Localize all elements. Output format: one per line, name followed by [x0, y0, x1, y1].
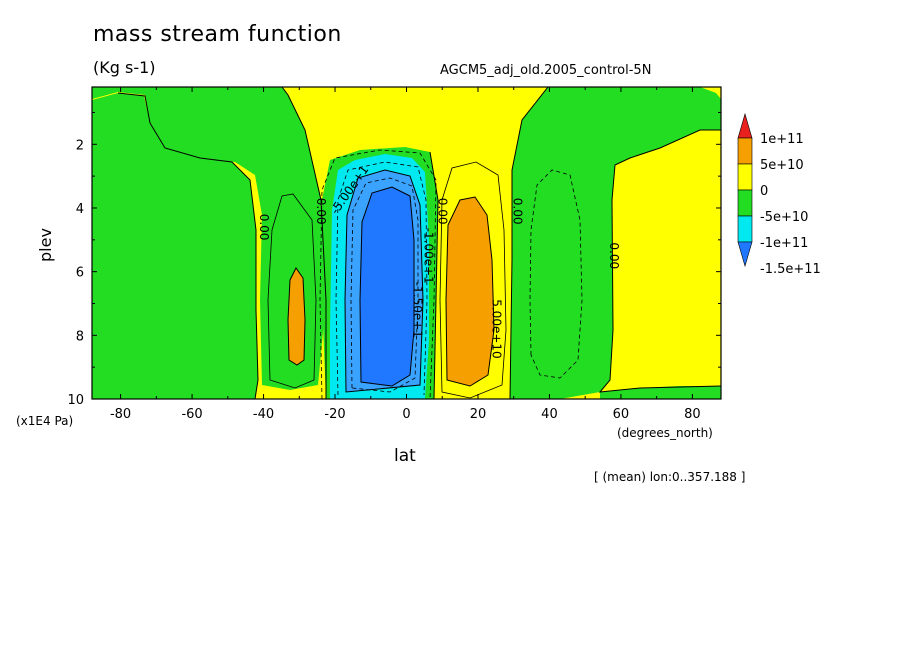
x-tick-label: 0 — [402, 407, 410, 422]
zero-contour-north-2 — [598, 129, 721, 393]
y-axis-unit: (x1E4 Pa) — [16, 414, 74, 428]
legend-swatch — [737, 163, 753, 191]
contour-label: 0.00 — [257, 214, 271, 241]
x-tick-label: 80 — [684, 407, 701, 422]
zero-contour-south — [117, 92, 259, 399]
dashed-contour-ferrel-north — [529, 169, 583, 379]
x-axis-unit: (degrees_north) — [617, 426, 713, 440]
y-tick-label: 2 — [76, 138, 84, 153]
legend-label: 5e+10 — [760, 158, 804, 173]
contour-label: 5.00e+10 — [489, 299, 503, 358]
y-tick-label: 4 — [76, 202, 84, 217]
x-tick-label: -40 — [253, 407, 274, 422]
x-tick-label: 40 — [541, 407, 558, 422]
legend-label: 0 — [760, 184, 768, 199]
positive-contour-ferrel — [267, 193, 317, 389]
dashed-contour-outer — [319, 149, 437, 399]
contour-label: 0.00 — [607, 242, 621, 269]
dataset-label: AGCM5_adj_old.2005_control-5N — [440, 63, 652, 78]
contour-pos-5e10 — [445, 196, 495, 387]
fill-positive-ferrel-south — [288, 268, 305, 365]
y-tick-label: 8 — [76, 329, 84, 344]
legend-swatch — [737, 189, 753, 217]
contour-label: 0.00 — [436, 198, 450, 225]
x-tick-label: 60 — [613, 407, 630, 422]
x-axis-label: lat — [394, 446, 416, 466]
zero-contour-center — [429, 151, 439, 399]
contour-label: -1.00e+1 — [421, 228, 435, 284]
y-tick-label: 6 — [76, 266, 84, 281]
zero-contour-north — [509, 87, 549, 399]
legend-swatch — [737, 137, 753, 165]
contour-pos-5e10-ferrel — [287, 267, 306, 366]
fill-negative-north — [510, 87, 721, 399]
x-tick-label: -80 — [110, 407, 131, 422]
legend-label: 1e+11 — [760, 132, 804, 147]
legend-swatch — [737, 241, 753, 268]
contour-neg-1-5e11 — [359, 186, 415, 387]
x-tick-label: -20 — [324, 407, 345, 422]
contour-label: -1.50e+1 — [411, 282, 425, 338]
fill-negative-south-polar — [92, 87, 326, 390]
x-tick-label: 20 — [470, 407, 487, 422]
averaging-note: [ (mean) lon:0..357.188 ] — [594, 470, 746, 484]
fill-below-neg-1-5e11 — [360, 187, 414, 386]
dashed-contour-inner-2 — [335, 161, 428, 396]
chart-title: mass stream function — [93, 22, 342, 47]
contour-label: 0.00 — [314, 198, 328, 225]
positive-contour-hadley — [439, 161, 507, 399]
zero-contour-south-2 — [281, 87, 327, 399]
fill-positive-hadley-south — [446, 197, 494, 386]
legend-label: -1.5e+11 — [760, 262, 821, 277]
contour-label: 0.00 — [511, 198, 525, 225]
y-tick-label: 10 — [67, 393, 84, 408]
dashed-contour-inner-1 — [350, 177, 419, 393]
fill-negative-south-polar-main — [92, 93, 258, 399]
legend-label: -5e+10 — [760, 210, 808, 225]
chart-units: (Kg s-1) — [93, 58, 156, 77]
legend-label: -1e+11 — [760, 236, 808, 251]
contour-neg-1e11 — [344, 169, 424, 393]
legend-swatch — [737, 112, 753, 139]
legend-swatch — [737, 215, 753, 243]
x-tick-label: -60 — [181, 407, 202, 422]
